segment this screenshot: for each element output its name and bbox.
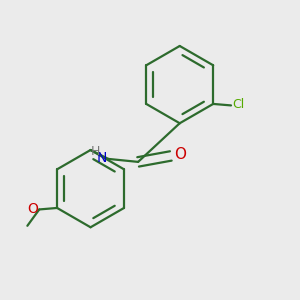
Text: H: H <box>91 145 101 158</box>
Text: Cl: Cl <box>232 98 244 111</box>
Text: O: O <box>174 147 186 162</box>
Text: N: N <box>97 151 107 165</box>
Text: O: O <box>27 202 38 216</box>
